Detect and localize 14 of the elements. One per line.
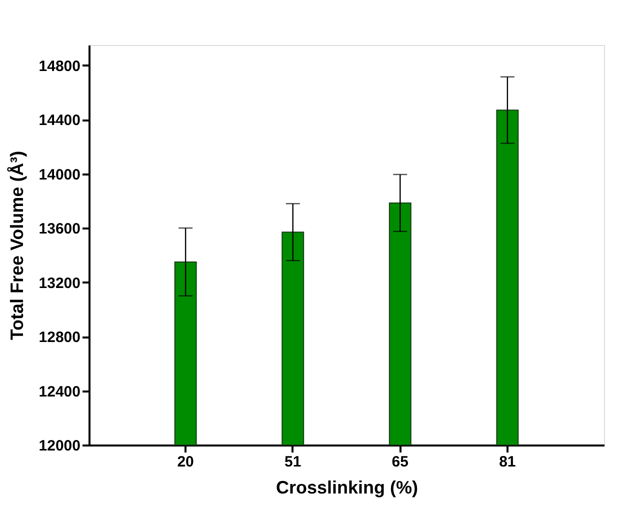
y-tick-label: 12000	[38, 438, 80, 454]
y-axis-title: Total Free Volume (Å³)	[6, 150, 27, 340]
x-tick-label: 81	[499, 454, 516, 470]
y-tick-label: 14000	[38, 166, 80, 184]
y-tick-label: 12400	[38, 383, 80, 400]
y-tick-label: 14400	[38, 112, 80, 130]
x-tick-label: 65	[392, 454, 408, 470]
x-tick-label: 51	[284, 454, 302, 470]
x-axis-title: Crosslinking (%)	[276, 478, 418, 498]
y-tick-label: 13200	[38, 274, 80, 292]
y-tick-label: 14800	[38, 58, 80, 75]
x-tick-label: 20	[177, 454, 194, 470]
y-tick-label: 13600	[38, 220, 80, 238]
y-tick-label: 12800	[38, 329, 80, 346]
